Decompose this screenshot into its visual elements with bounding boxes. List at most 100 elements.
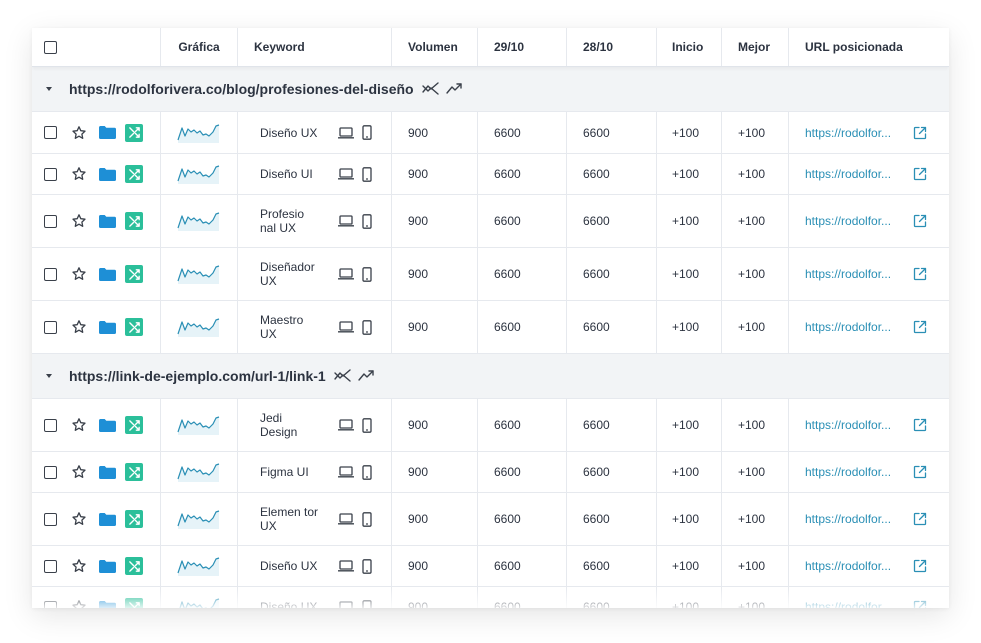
group-row[interactable]: https://rodolforivera.co/blog/profesione… bbox=[32, 67, 949, 112]
laptop-icon[interactable] bbox=[338, 126, 354, 139]
row-checkbox[interactable] bbox=[44, 126, 57, 139]
trend-compare-icon[interactable] bbox=[421, 82, 440, 96]
laptop-icon[interactable] bbox=[338, 419, 354, 431]
folder-icon[interactable] bbox=[99, 418, 116, 432]
sparkline-cell[interactable] bbox=[160, 452, 237, 492]
folder-icon[interactable] bbox=[99, 559, 116, 573]
ranked-url-link[interactable]: https://rodolfor... bbox=[805, 559, 892, 573]
external-link-icon[interactable] bbox=[913, 267, 927, 281]
row-checkbox[interactable] bbox=[44, 512, 57, 526]
sparkline-chart[interactable] bbox=[177, 556, 221, 576]
sparkline-chart[interactable] bbox=[177, 211, 221, 231]
random-rank-icon[interactable] bbox=[125, 123, 143, 142]
folder-icon[interactable] bbox=[99, 126, 116, 139]
collapse-caret-icon[interactable] bbox=[46, 374, 52, 378]
star-icon[interactable] bbox=[71, 213, 87, 229]
random-rank-icon[interactable] bbox=[125, 557, 143, 575]
ranked-url-link[interactable]: https://rodolfor... bbox=[805, 465, 892, 479]
ranked-url-link[interactable]: https://rodolfor... bbox=[805, 512, 892, 526]
folder-icon[interactable] bbox=[99, 465, 116, 479]
header-volumen[interactable]: Volumen bbox=[391, 28, 477, 66]
random-rank-icon[interactable] bbox=[125, 165, 143, 183]
star-icon[interactable] bbox=[71, 319, 87, 335]
star-icon[interactable] bbox=[71, 417, 87, 433]
mobile-icon[interactable] bbox=[362, 464, 372, 480]
sparkline-cell[interactable] bbox=[160, 301, 237, 353]
external-link-icon[interactable] bbox=[913, 214, 927, 228]
mobile-icon[interactable] bbox=[362, 213, 372, 229]
sparkline-chart[interactable] bbox=[177, 123, 221, 143]
trend-compare-icon[interactable] bbox=[334, 369, 352, 383]
row-checkbox[interactable] bbox=[44, 214, 57, 228]
header-keyword[interactable]: Keyword bbox=[237, 28, 391, 66]
sparkline-cell[interactable] bbox=[160, 493, 237, 545]
random-rank-icon[interactable] bbox=[125, 463, 143, 481]
ranked-url-link[interactable]: https://rodolfor... bbox=[805, 267, 892, 281]
trend-up-icon[interactable] bbox=[445, 82, 464, 96]
random-rank-icon[interactable] bbox=[125, 212, 143, 230]
mobile-icon[interactable] bbox=[362, 166, 372, 182]
external-link-icon[interactable] bbox=[913, 126, 927, 140]
star-icon[interactable] bbox=[71, 266, 87, 282]
sparkline-cell[interactable] bbox=[160, 112, 237, 153]
row-checkbox[interactable] bbox=[44, 267, 57, 281]
header-grafica[interactable]: Gráfica bbox=[160, 28, 237, 66]
folder-icon[interactable] bbox=[99, 512, 116, 526]
mobile-icon[interactable] bbox=[362, 511, 372, 527]
sparkline-chart[interactable] bbox=[177, 509, 221, 529]
external-link-icon[interactable] bbox=[913, 465, 927, 479]
laptop-icon[interactable] bbox=[338, 168, 354, 180]
header-date-1[interactable]: 29/10 bbox=[477, 28, 566, 66]
laptop-icon[interactable] bbox=[338, 513, 354, 525]
group-row[interactable]: https://link-de-ejemplo.com/url-1/link-1 bbox=[32, 354, 949, 399]
random-rank-icon[interactable] bbox=[125, 265, 143, 283]
external-link-icon[interactable] bbox=[913, 418, 927, 432]
external-link-icon[interactable] bbox=[913, 167, 927, 181]
sparkline-chart[interactable] bbox=[177, 415, 221, 435]
header-date-2[interactable]: 28/10 bbox=[566, 28, 656, 66]
random-rank-icon[interactable] bbox=[125, 318, 143, 336]
ranked-url-link[interactable]: https://rodolfor... bbox=[805, 167, 892, 181]
random-rank-icon[interactable] bbox=[125, 416, 143, 434]
sparkline-cell[interactable] bbox=[160, 546, 237, 586]
external-link-icon[interactable] bbox=[913, 320, 927, 334]
star-icon[interactable] bbox=[71, 166, 87, 182]
ranked-url-link[interactable]: https://rodolfor... bbox=[805, 214, 892, 228]
header-inicio[interactable]: Inicio bbox=[656, 28, 721, 66]
sparkline-cell[interactable] bbox=[160, 154, 237, 194]
row-checkbox[interactable] bbox=[44, 559, 57, 573]
sparkline-cell[interactable] bbox=[160, 248, 237, 300]
star-icon[interactable] bbox=[71, 464, 87, 480]
external-link-icon[interactable] bbox=[913, 559, 927, 573]
random-rank-icon[interactable] bbox=[125, 510, 143, 528]
trend-up-icon[interactable] bbox=[358, 369, 376, 383]
mobile-icon[interactable] bbox=[362, 558, 372, 574]
row-checkbox[interactable] bbox=[44, 167, 57, 181]
header-url-posicionada[interactable]: URL posicionada bbox=[788, 28, 949, 66]
sparkline-chart[interactable] bbox=[177, 317, 221, 337]
sparkline-cell[interactable] bbox=[160, 195, 237, 247]
star-icon[interactable] bbox=[71, 558, 87, 574]
folder-icon[interactable] bbox=[99, 267, 116, 281]
external-link-icon[interactable] bbox=[913, 512, 927, 526]
row-checkbox[interactable] bbox=[44, 465, 57, 479]
sparkline-chart[interactable] bbox=[177, 264, 221, 284]
folder-icon[interactable] bbox=[99, 320, 116, 334]
sparkline-chart[interactable] bbox=[177, 164, 221, 184]
mobile-icon[interactable] bbox=[362, 125, 372, 140]
folder-icon[interactable] bbox=[99, 167, 116, 181]
laptop-icon[interactable] bbox=[338, 321, 354, 333]
laptop-icon[interactable] bbox=[338, 215, 354, 227]
header-mejor[interactable]: Mejor bbox=[721, 28, 788, 66]
select-all-checkbox[interactable] bbox=[44, 40, 57, 54]
ranked-url-link[interactable]: https://rodolfor... bbox=[805, 320, 892, 334]
folder-icon[interactable] bbox=[99, 214, 116, 228]
ranked-url-link[interactable]: https://rodolfor... bbox=[805, 418, 892, 432]
mobile-icon[interactable] bbox=[362, 417, 372, 433]
mobile-icon[interactable] bbox=[362, 319, 372, 335]
sparkline-chart[interactable] bbox=[177, 462, 221, 482]
laptop-icon[interactable] bbox=[338, 268, 354, 280]
laptop-icon[interactable] bbox=[338, 466, 354, 478]
ranked-url-link[interactable]: https://rodolfor... bbox=[805, 125, 892, 140]
star-icon[interactable] bbox=[71, 511, 87, 527]
